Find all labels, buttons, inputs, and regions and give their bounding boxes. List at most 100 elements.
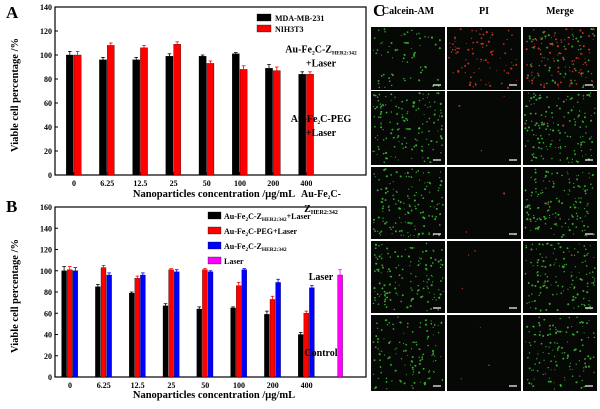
cell-dot bbox=[387, 206, 390, 208]
cell-dot bbox=[529, 344, 532, 347]
cell-dot bbox=[438, 187, 440, 189]
cell-dot bbox=[590, 282, 592, 284]
cell-dot bbox=[419, 381, 421, 383]
cell-dot bbox=[545, 146, 547, 148]
cell-dot bbox=[381, 266, 384, 269]
cell-dot bbox=[377, 79, 380, 82]
cell-dot bbox=[410, 280, 412, 283]
cell-dot bbox=[383, 284, 386, 287]
cell-dot bbox=[552, 181, 554, 183]
cell-dot bbox=[557, 124, 559, 126]
cell-dot bbox=[377, 135, 379, 137]
cell-dot bbox=[397, 159, 399, 161]
cell-dot bbox=[589, 92, 592, 94]
cell-dot bbox=[555, 281, 557, 284]
cell-dot bbox=[530, 220, 532, 223]
cell-dot bbox=[543, 85, 545, 87]
cell-dot bbox=[378, 350, 380, 352]
cell-dot bbox=[585, 126, 587, 128]
bar bbox=[168, 269, 174, 378]
cell-dot bbox=[586, 64, 588, 66]
cell-dot bbox=[557, 242, 560, 245]
cell-dot bbox=[559, 81, 562, 84]
cell-dot bbox=[394, 96, 396, 98]
cell-dot bbox=[437, 332, 440, 334]
bar bbox=[241, 269, 247, 378]
cell-dot bbox=[428, 370, 431, 372]
cell-dot bbox=[586, 322, 589, 325]
cell-dot bbox=[385, 175, 388, 178]
cell-dot bbox=[399, 379, 402, 382]
cell-dot bbox=[379, 106, 382, 109]
cell-dot bbox=[410, 223, 412, 225]
cell-dot bbox=[396, 48, 399, 51]
cell-dot bbox=[574, 197, 576, 199]
cell-dot bbox=[540, 342, 543, 345]
cell-dot bbox=[528, 382, 531, 385]
cell-dot bbox=[430, 140, 433, 143]
cell-dot bbox=[418, 179, 421, 181]
cell-dot bbox=[404, 221, 406, 223]
legend-label: Au-Fe2C-ZHER2:342+Laser bbox=[224, 212, 311, 223]
cell-dot bbox=[380, 126, 383, 129]
column-header-calceinam: Calcein-AM bbox=[382, 6, 435, 17]
bar bbox=[140, 274, 146, 378]
x-tick-label: 100 bbox=[233, 381, 245, 390]
cell-dot bbox=[412, 371, 415, 373]
bar bbox=[269, 299, 276, 378]
microscopy-image bbox=[371, 167, 445, 239]
cell-dot bbox=[465, 42, 467, 44]
cell-dot bbox=[385, 380, 388, 383]
cell-dot bbox=[555, 197, 558, 200]
cell-dot bbox=[579, 375, 581, 377]
cell-dot bbox=[468, 83, 471, 87]
cell-dot bbox=[433, 101, 436, 103]
cell-dot bbox=[396, 113, 399, 116]
cell-dot bbox=[565, 99, 567, 101]
cell-dot bbox=[534, 284, 537, 288]
cell-dot bbox=[555, 276, 557, 278]
cell-dot bbox=[430, 323, 432, 325]
cell-dot bbox=[372, 373, 375, 375]
cell-dot bbox=[476, 41, 479, 44]
cell-dot bbox=[577, 116, 579, 118]
cell-dot bbox=[427, 335, 430, 338]
cell-dot bbox=[572, 295, 575, 298]
cell-dot bbox=[559, 246, 562, 249]
cell-dot bbox=[450, 51, 453, 53]
cell-dot bbox=[559, 139, 561, 141]
cell-dot bbox=[555, 258, 557, 261]
cell-dot bbox=[577, 207, 579, 209]
chart-a-ylabel: Viable cell percentage /% bbox=[10, 38, 21, 152]
cell-dot bbox=[575, 212, 578, 215]
cell-dot bbox=[538, 141, 541, 144]
cell-dot bbox=[392, 57, 394, 59]
cell-dot bbox=[428, 233, 430, 236]
cell-dot bbox=[581, 32, 584, 34]
cell-dot bbox=[547, 34, 550, 37]
cell-dot bbox=[479, 326, 481, 328]
cell-dot bbox=[432, 326, 434, 328]
cell-dot bbox=[532, 46, 535, 49]
y-tick-label: 140 bbox=[40, 3, 52, 12]
cell-dot bbox=[535, 122, 538, 125]
bar bbox=[275, 282, 281, 378]
bar bbox=[230, 307, 236, 378]
cell-dot bbox=[414, 364, 417, 367]
cell-dot bbox=[441, 263, 444, 266]
cell-dot bbox=[380, 110, 383, 113]
cell-dot bbox=[441, 379, 444, 381]
cell-dot bbox=[418, 232, 420, 235]
cell-dot bbox=[405, 142, 408, 144]
cell-dot bbox=[405, 175, 408, 178]
cell-dot bbox=[527, 126, 530, 129]
cell-dot bbox=[411, 331, 414, 333]
cell-dot bbox=[398, 128, 400, 130]
cell-dot bbox=[382, 103, 384, 106]
y-tick-label: 20 bbox=[44, 147, 52, 156]
cell-dot bbox=[570, 274, 573, 277]
cell-dot bbox=[469, 76, 472, 79]
cell-dot bbox=[552, 58, 554, 60]
cell-dot bbox=[426, 156, 428, 158]
cell-dot bbox=[568, 229, 571, 232]
